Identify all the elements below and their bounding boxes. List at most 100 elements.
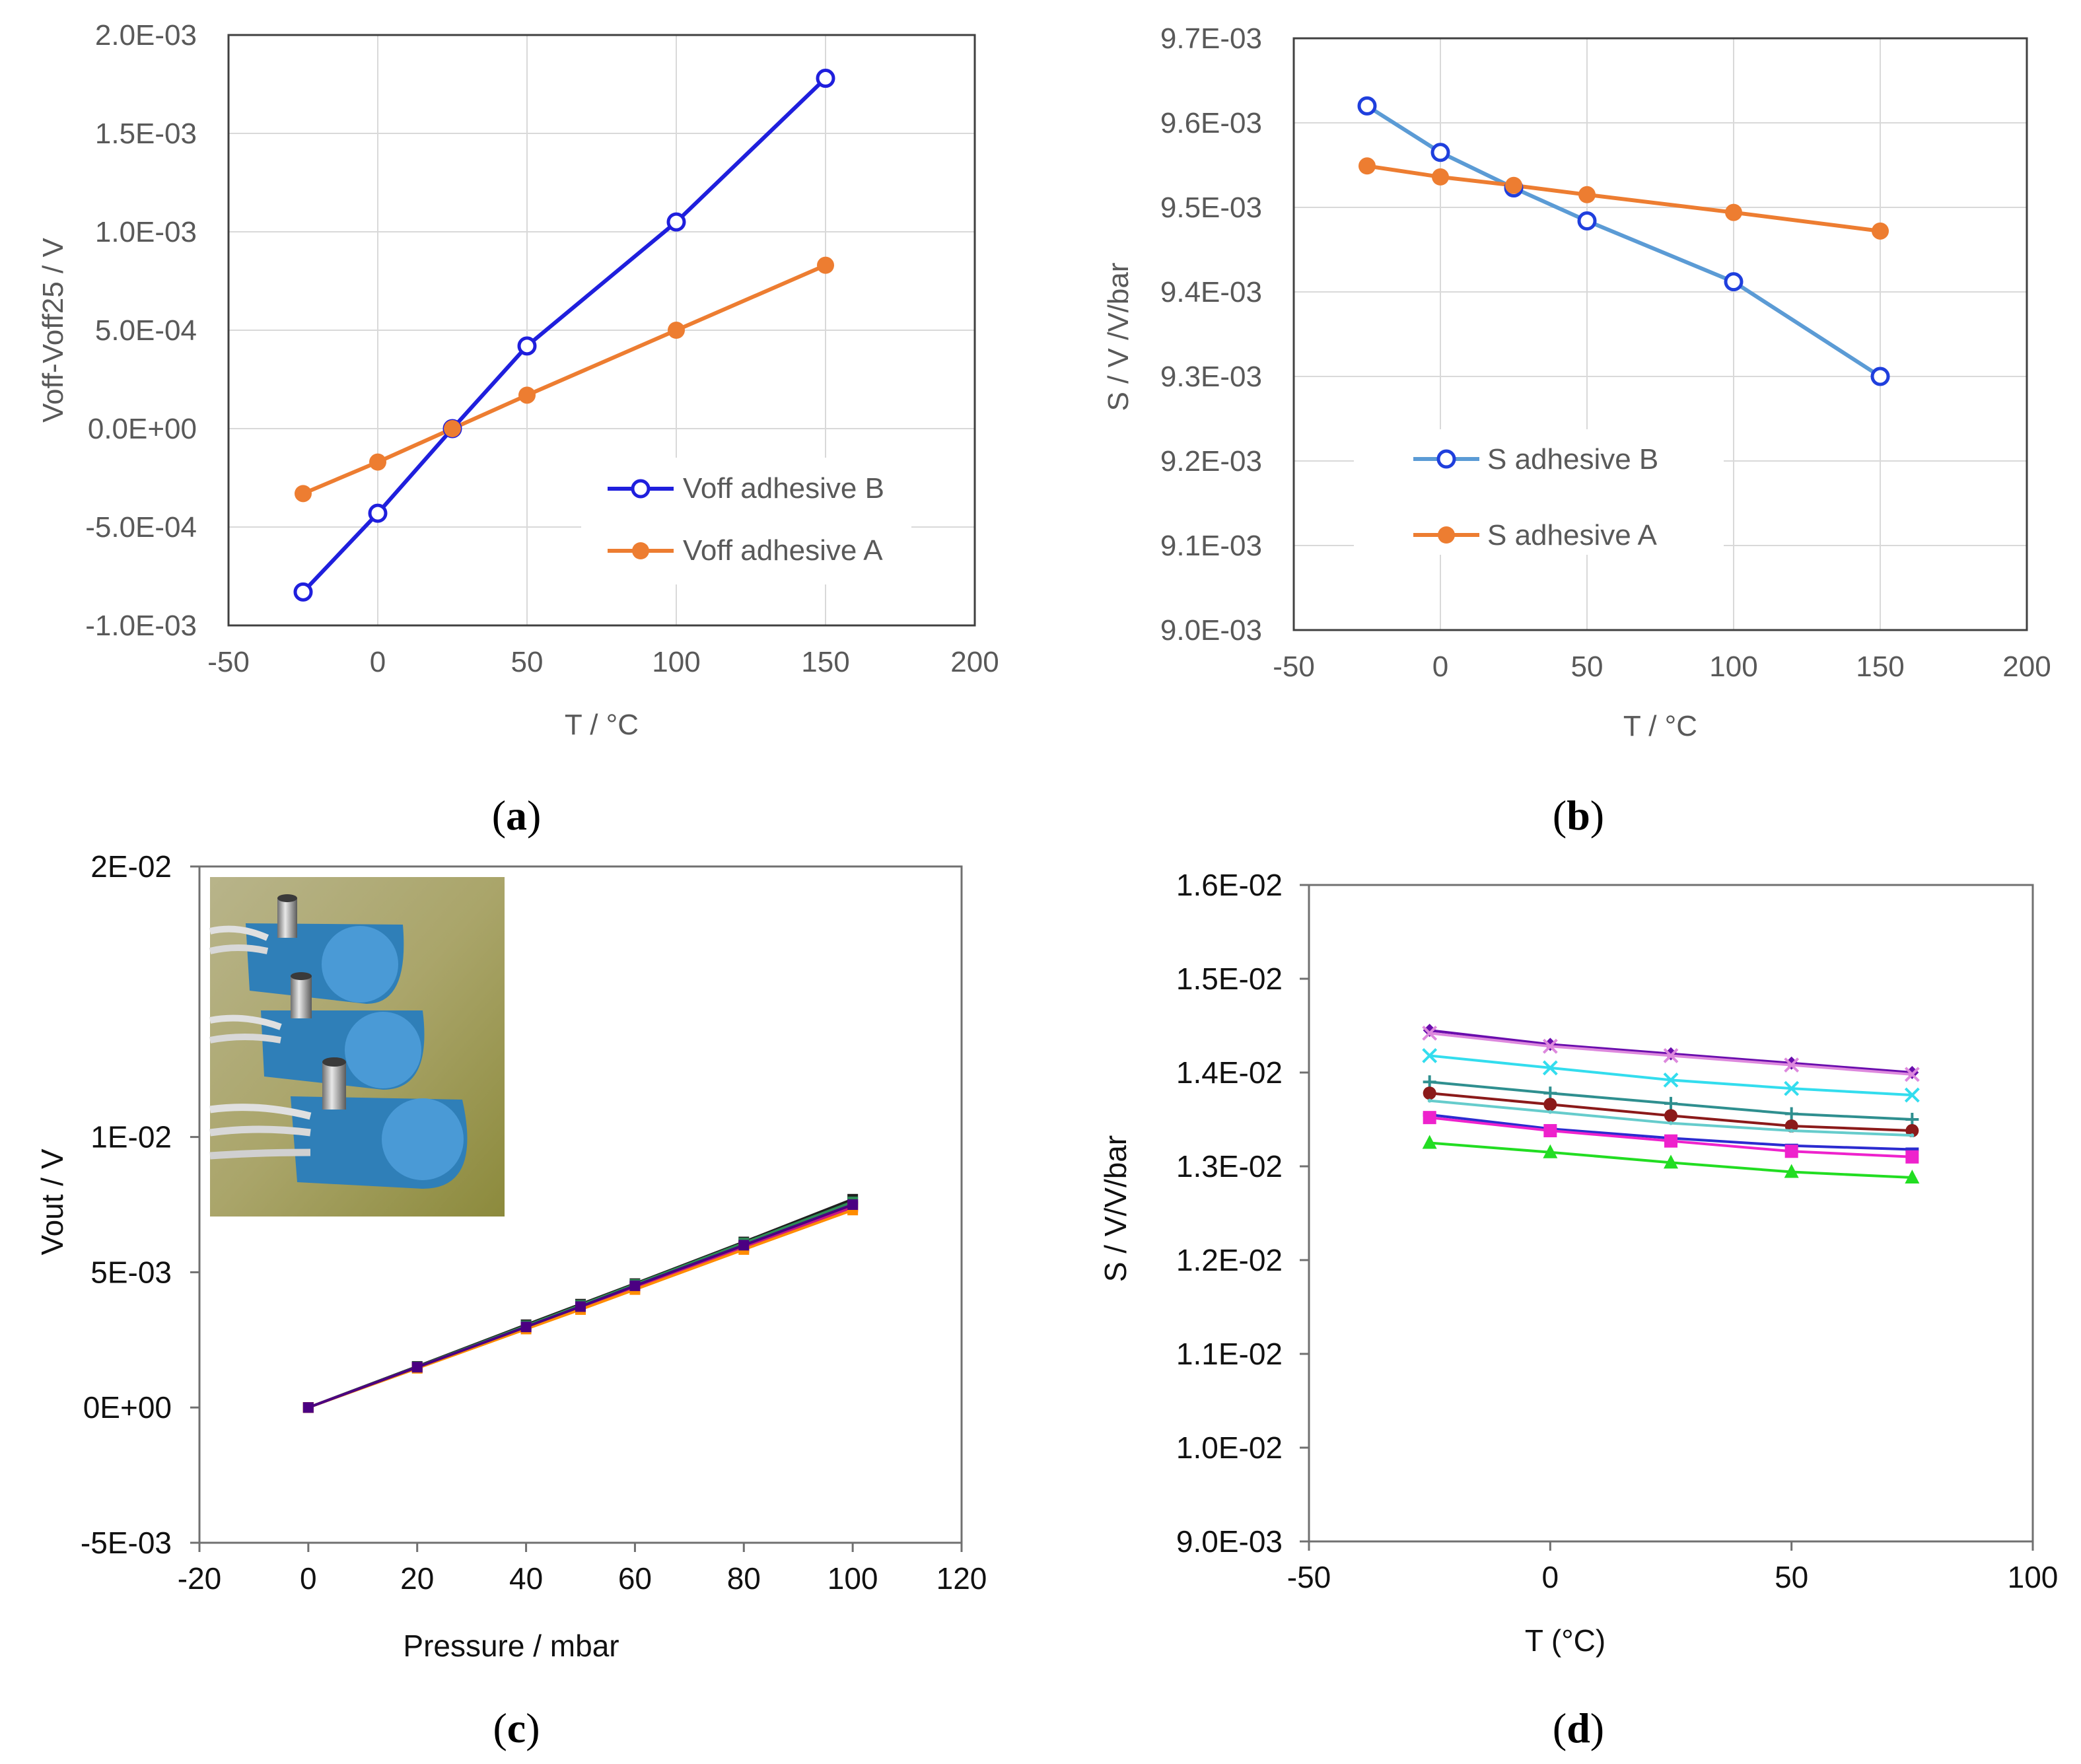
chart-a-data-point bbox=[368, 503, 388, 523]
chart-d-data-point bbox=[1789, 1129, 1794, 1133]
chart-b-data-point bbox=[1872, 222, 1889, 240]
chart-a-data-point bbox=[518, 386, 536, 404]
chart-d-data-point bbox=[1784, 1164, 1799, 1178]
chart-c-x-tick-label: 20 bbox=[400, 1561, 434, 1596]
chart-d-data-point bbox=[1543, 1124, 1557, 1138]
chart-d-x-axis-title: T (°C) bbox=[1525, 1623, 1605, 1658]
chart-d-y-tick-label: 1.0E-02 bbox=[1176, 1430, 1283, 1465]
chart-a-data-point bbox=[444, 420, 461, 437]
chart-b-data-point bbox=[1724, 272, 1744, 292]
chart-c-x-tick-label: 0 bbox=[300, 1561, 317, 1596]
chart-a-data-point bbox=[816, 69, 835, 88]
chart-a-legend-marker-a bbox=[632, 542, 649, 559]
chart-d-data-point bbox=[1423, 1075, 1436, 1089]
chart-d-data-point bbox=[1784, 1056, 1798, 1070]
chart-d-data-point bbox=[1904, 1087, 1920, 1103]
chart-d-x-tick-label: -50 bbox=[1287, 1560, 1331, 1594]
chart-d-y-tick-label: 1.6E-02 bbox=[1176, 868, 1283, 902]
chart-d-y-axis-title: S / V/V/bar bbox=[1098, 1135, 1133, 1282]
chart-d-tick-marks bbox=[1300, 884, 2034, 1551]
chart-a-x-tick-label: 150 bbox=[801, 646, 849, 678]
chart-b-series-line-0 bbox=[1366, 104, 1882, 378]
chart-b-data-point bbox=[1725, 203, 1742, 221]
chart-b-data-point bbox=[1430, 143, 1450, 162]
chart-a-y-tick-label: 1.5E-03 bbox=[95, 118, 197, 150]
chart-b-legend-marker-a bbox=[1438, 526, 1455, 544]
chart-c-y-tick-label: -5E-03 bbox=[81, 1526, 172, 1560]
chart-d-y-tick-label: 1.5E-02 bbox=[1176, 962, 1283, 996]
chart-c-x-tick-label: 60 bbox=[618, 1561, 652, 1596]
chart-b-x-tick-label: 200 bbox=[2002, 651, 2051, 683]
chart-a-y-tick-label: -1.0E-03 bbox=[85, 610, 197, 642]
chart-c-y-tick-label: 0E+00 bbox=[83, 1390, 172, 1425]
chart-a-data-point bbox=[517, 336, 537, 356]
chart-b-y-tick-label: 9.6E-03 bbox=[1160, 107, 1262, 139]
chart-d-y-tick-label: 9.0E-03 bbox=[1176, 1524, 1283, 1559]
chart-b-data-point bbox=[1870, 367, 1890, 386]
chart-b-y-tick-label: 9.1E-03 bbox=[1160, 530, 1262, 562]
chart-a-data-point bbox=[817, 256, 834, 274]
chart-a-legend-background bbox=[581, 458, 911, 584]
chart-a-data-point bbox=[666, 212, 686, 232]
chart-b-x-tick-label: 50 bbox=[1571, 651, 1604, 683]
chart-b-x-axis-title: T / °C bbox=[1623, 710, 1697, 742]
chart-c: -20 0 20 40 60 80 100 120 -5E-03 0E+00 5E-03 1E-02… bbox=[35, 849, 987, 1751]
chart-b-y-tick-labels: 9.0E-03 9.1E-03 9.2E-03 9.3E-03 9.4E-03 9.5E-… bbox=[1160, 22, 1262, 647]
chart-d-x-tick-label: 0 bbox=[1542, 1560, 1559, 1594]
chart-d-data-point bbox=[1542, 1038, 1558, 1054]
chart-b-legend: S adhesive B S adhesive A bbox=[1354, 429, 1724, 555]
chart-d-data-point bbox=[1664, 1109, 1677, 1123]
chart-d-panel-label: (d) bbox=[1553, 1705, 1604, 1751]
chart-d-data-point bbox=[1904, 1067, 1920, 1082]
chart-c-x-tick-label: 120 bbox=[936, 1561, 987, 1596]
chart-a-legend-label-a: Voff adhesive A bbox=[683, 534, 883, 567]
chart-a-data-point bbox=[295, 485, 312, 503]
chart-a-y-axis-title: Voff-Voff25 / V bbox=[37, 238, 69, 423]
chart-a-plot-frame bbox=[227, 34, 976, 627]
chart-a-x-tick-label: 200 bbox=[950, 646, 999, 678]
chart-d-data-point bbox=[1543, 1038, 1557, 1051]
sensor-board-1 bbox=[209, 894, 404, 1004]
chart-b-y-tick-label: 9.7E-03 bbox=[1160, 22, 1262, 55]
chart-a-data-point bbox=[293, 582, 313, 602]
chart-d-data-point bbox=[1543, 1144, 1558, 1158]
chart-c-x-tick-label: 100 bbox=[828, 1561, 878, 1596]
sensor-board-3 bbox=[209, 1057, 468, 1189]
chart-d-data-point bbox=[1784, 1057, 1800, 1073]
chart-a-x-tick-label: 50 bbox=[511, 646, 544, 678]
chart-d: -50 0 50 100 9.0E-03 1.0E-02 1.1E-02 1.2E-02 1.… bbox=[1098, 868, 2058, 1751]
chart-d-data-point bbox=[1905, 1066, 1919, 1079]
chart-c-series-layer bbox=[302, 1193, 859, 1413]
chart-d-x-tick-label: 50 bbox=[1775, 1560, 1808, 1594]
chart-b-data-point bbox=[1505, 176, 1522, 194]
chart-b-y-tick-label: 9.0E-03 bbox=[1160, 614, 1262, 647]
chart-a-y-tick-label: 2.0E-03 bbox=[95, 19, 197, 52]
chart-b-y-tick-label: 9.3E-03 bbox=[1160, 361, 1262, 393]
chart-c-x-tick-label: -20 bbox=[178, 1561, 221, 1596]
chart-b-data-point bbox=[1578, 186, 1596, 203]
chart-d-data-point bbox=[1542, 1060, 1558, 1076]
chart-d-data-point bbox=[1543, 1086, 1557, 1100]
chart-d-data-point bbox=[1663, 1048, 1679, 1063]
chart-a-y-tick-label: 1.0E-03 bbox=[95, 216, 197, 248]
chart-d-y-tick-label: 1.3E-02 bbox=[1176, 1149, 1283, 1183]
chart-a-x-tick-label: 0 bbox=[370, 646, 386, 678]
chart-c-y-tick-labels: -5E-03 0E+00 5E-03 1E-02 2E-02 bbox=[81, 849, 172, 1560]
chart-d-x-tick-labels: -50 0 50 100 bbox=[1287, 1560, 2059, 1594]
chart-c-y-tick-label: 5E-03 bbox=[90, 1255, 172, 1289]
chart-d-data-point bbox=[1784, 1107, 1798, 1121]
chart-a-x-tick-label: -50 bbox=[207, 646, 250, 678]
chart-b-x-tick-label: 0 bbox=[1432, 651, 1448, 683]
chart-b: -50 0 50 100 150 200 9.0E-03 9.1E-03 9.2E-03 9.3… bbox=[1102, 22, 2051, 839]
chart-a-x-axis-title: T / °C bbox=[565, 709, 639, 741]
chart-c-data-point bbox=[738, 1240, 750, 1251]
chart-c-x-tick-label: 80 bbox=[727, 1561, 761, 1596]
chart-d-data-point bbox=[1905, 1150, 1919, 1164]
chart-b-legend-marker-b bbox=[1436, 449, 1456, 469]
chart-c-data-point bbox=[302, 1402, 314, 1413]
chart-a-legend: Voff adhesive B Voff adhesive A bbox=[581, 458, 911, 584]
chart-b-legend-label-a: S adhesive A bbox=[1487, 519, 1657, 551]
chart-a-data-point bbox=[668, 322, 685, 339]
chart-d-data-point bbox=[1422, 1025, 1438, 1041]
chart-d-y-tick-label: 1.4E-02 bbox=[1176, 1055, 1283, 1090]
